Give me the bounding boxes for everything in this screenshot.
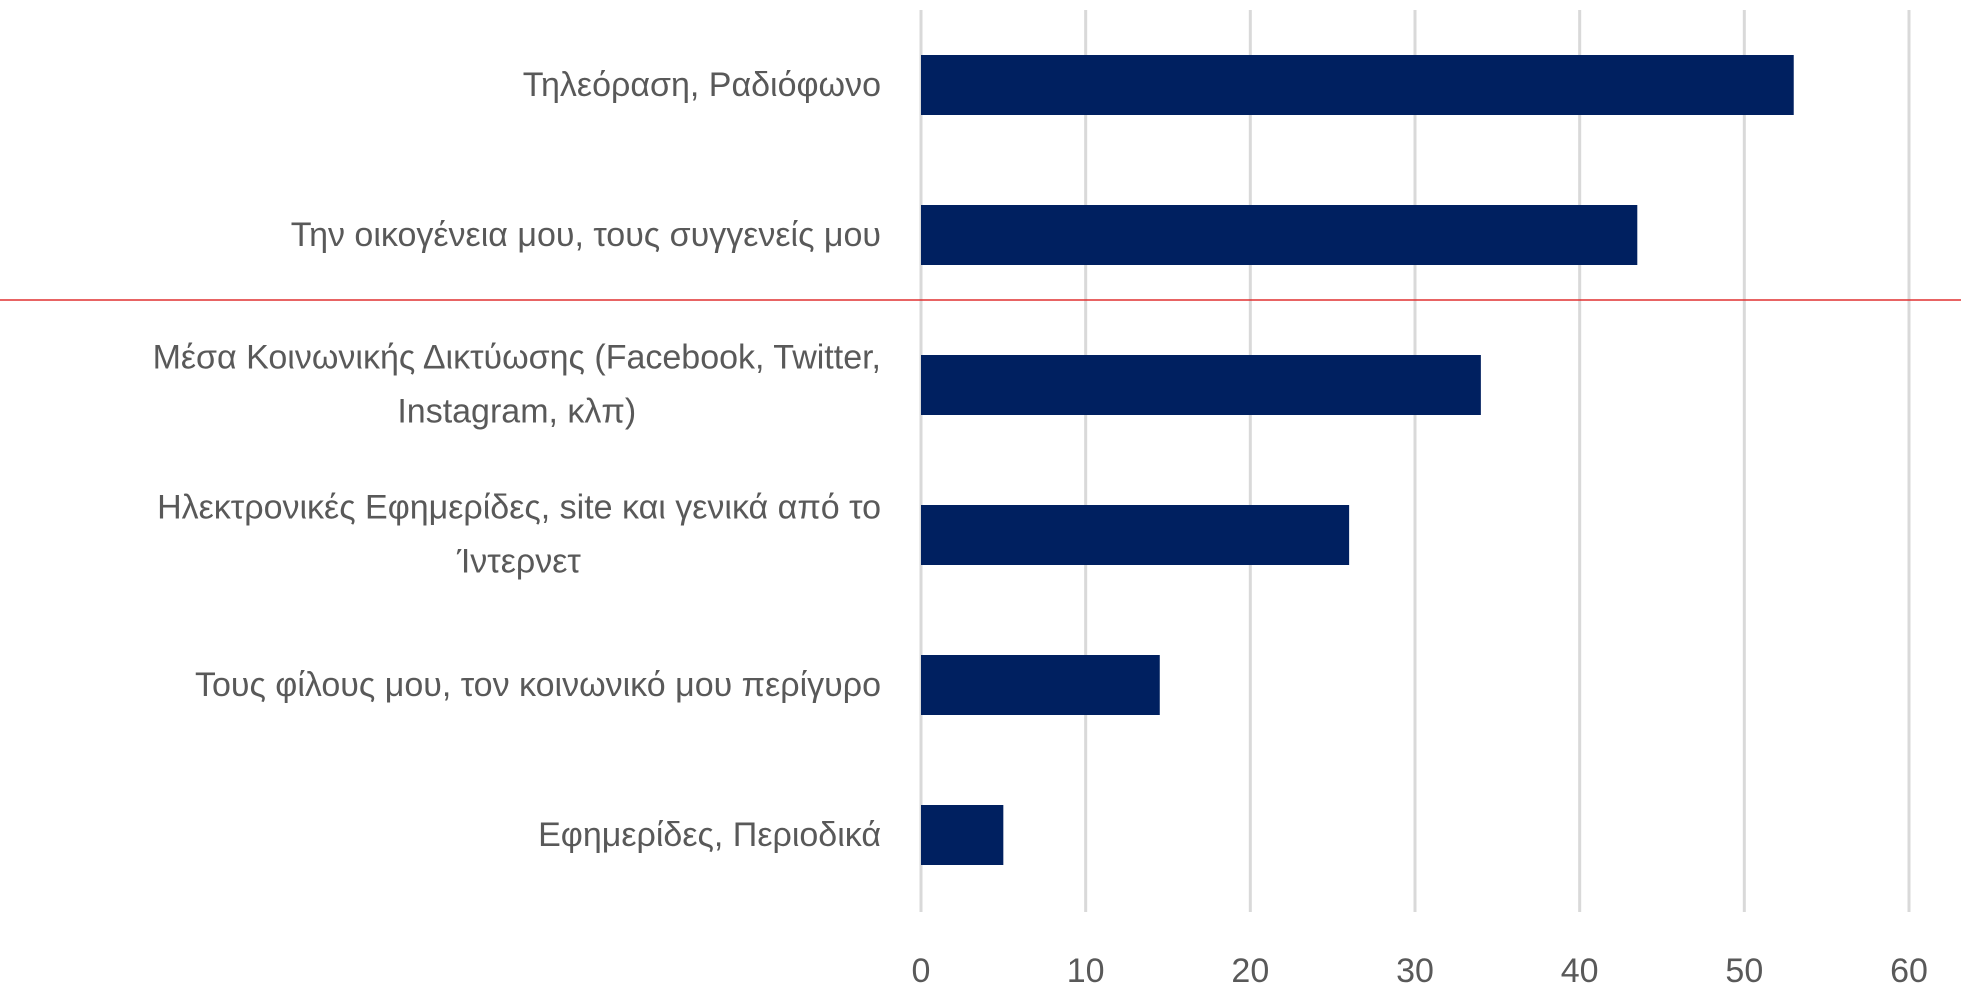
x-tick-label: 30 [1396, 952, 1434, 990]
x-tick-label: 0 [912, 952, 931, 990]
y-tick-label: Μέσα Κοινωνικής Δικτύωσης (Facebook, Twi… [152, 338, 881, 431]
y-tick-label: Εφημερίδες, Περιοδικά [538, 815, 881, 854]
x-tick-label: 40 [1561, 952, 1599, 990]
bar [921, 655, 1160, 715]
x-tick-label: 10 [1067, 952, 1105, 990]
x-tick-label: 20 [1231, 952, 1269, 990]
bar [921, 505, 1350, 565]
bar [921, 805, 1004, 865]
bar [921, 55, 1794, 115]
y-tick-label: Ηλεκτρονικές Εφημερίδες, site και γενικά… [157, 488, 881, 581]
x-tick-label: 60 [1890, 952, 1928, 990]
y-tick-label: Τους φίλους μου, τον κοινωνικό μου περίγ… [194, 665, 881, 704]
x-tick-label: 50 [1725, 952, 1763, 990]
bar [921, 205, 1638, 265]
bar [921, 355, 1481, 415]
y-tick-label: Τηλεόραση, Ραδιόφωνο [522, 65, 881, 104]
y-tick-label: Την οικογένεια μου, τους συγγενείς μου [290, 215, 881, 254]
